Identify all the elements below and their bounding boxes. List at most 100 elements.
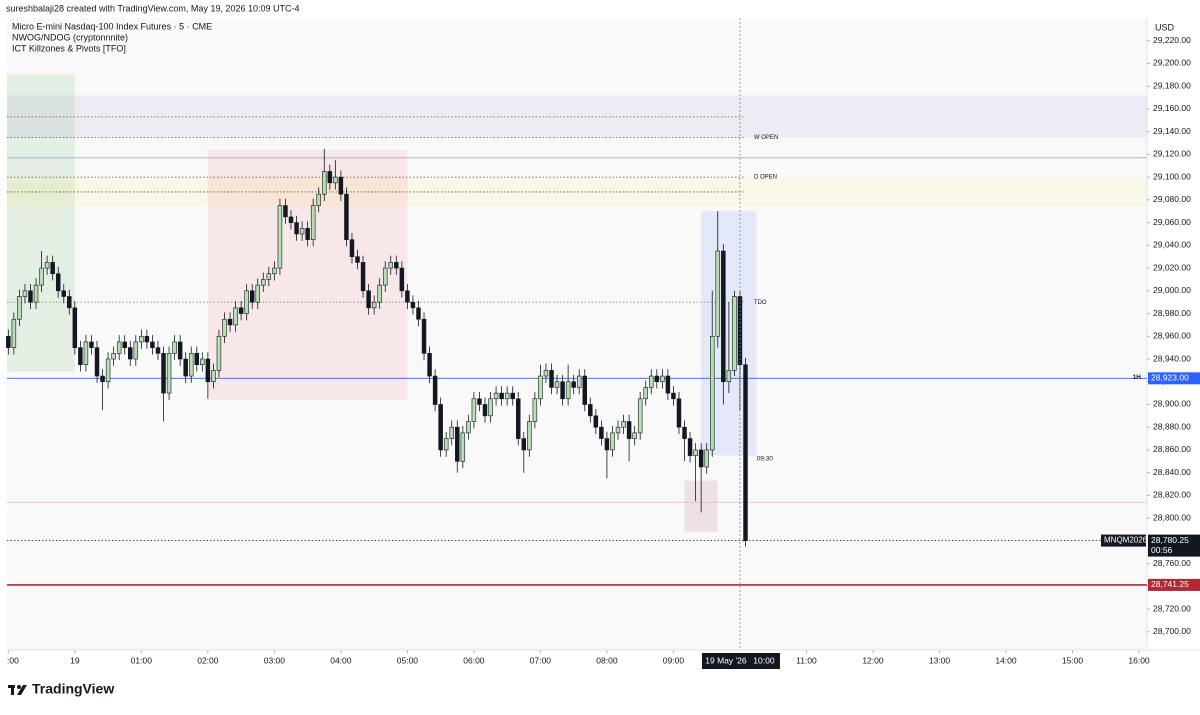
candle-body [150,341,155,348]
candle-body [521,438,527,451]
candle-body [582,375,587,405]
candle-body [338,176,344,195]
candle-body [443,438,449,451]
candle-body [166,353,172,394]
x-tick-label: 08:00 [596,655,618,665]
candle-body [715,250,721,337]
x-tick-label: 14:00 [995,655,1017,665]
candle-body [360,262,366,292]
y-tick-label: 28,760.00 [1153,558,1191,568]
y-tick-label: 28,960.00 [1153,331,1191,341]
candle-body [532,398,538,422]
candle-body [493,392,499,400]
candle-body [128,347,133,360]
candle-body [610,432,615,451]
candle-body [621,421,626,428]
candle-body [421,318,427,354]
level-name: D OPEN [754,175,777,181]
candle-body [660,375,665,383]
candle-body [704,449,709,468]
x-tick-label: 02:00 [197,655,219,665]
zone [207,149,408,400]
candle-body [344,193,349,240]
candle-body [249,290,255,303]
candle-body [488,398,493,417]
y-tick-label: 29,060.00 [1153,217,1191,227]
candle-body [327,171,333,184]
x-tick-label: 19 [70,655,80,665]
candle-body [222,318,227,337]
level-name: TDO [754,300,767,306]
level-price-label: 28,923.00 [1151,373,1189,383]
brand-logo [8,685,27,695]
candle-body [649,375,654,388]
candle-body [593,415,599,428]
x-tick-label: 13:00 [929,655,951,665]
candle-body [33,284,39,303]
candle-body [682,426,687,439]
y-tick-label: 29,140.00 [1153,126,1191,136]
candle-body [743,364,748,541]
candle-body [560,381,565,400]
candle-body [698,449,704,468]
candle-body [333,176,338,184]
y-tick-label: 29,000.00 [1153,285,1191,295]
candle-body [510,392,515,400]
candle-body [355,256,360,263]
candle-body [410,301,416,309]
candle-body [111,353,116,360]
candle-body [626,421,632,439]
candle-body [22,290,28,297]
candle-body [482,404,488,417]
candle-body [39,267,44,286]
candle-body [277,205,283,269]
last-price-label: 28,780.25 [1151,535,1189,545]
candle-body [233,307,238,326]
y-tick-label: 28,900.00 [1153,399,1191,409]
candle-body [255,284,260,303]
candle-body [599,426,604,439]
attribution: sureshbalaji28 created with TradingView.… [6,3,300,13]
crosshair-date: 19 May '26 [705,655,747,665]
candle-body [654,375,660,383]
candle-body [133,341,139,360]
y-tick-label: 28,980.00 [1153,308,1191,318]
chart-title: Micro E-mini Nasdaq-100 Index Futures · … [12,21,212,31]
candle-body [94,347,100,377]
candle-body [272,267,277,275]
candle-body [322,171,327,195]
candle-body [676,398,682,428]
candle-body [294,222,299,235]
candle-body [565,381,571,400]
candle-body [615,426,621,434]
candle-body [172,341,177,354]
candle-body [67,296,72,309]
zone [7,95,1147,138]
zone [7,177,1147,206]
indicator-name: ICT Killzones & Pivots [TFO] [12,43,126,53]
candle-body [632,432,637,439]
candle-body [17,296,22,320]
candle-body [55,273,61,292]
y-tick-label: 29,040.00 [1153,240,1191,250]
candle-body [455,426,460,462]
candle-body [28,290,33,303]
crosshair-time: 10:00 [753,655,775,665]
candle-body [466,421,471,434]
candle-body [261,279,266,286]
y-tick-label: 28,840.00 [1153,467,1191,477]
candle-body [238,307,244,314]
candle-body [576,375,582,388]
candle-body [366,290,371,309]
candle-body [305,227,310,240]
y-tick-label: 29,180.00 [1153,80,1191,90]
zone-label: 09:30 [757,455,774,462]
candle-body [155,347,161,354]
x-tick-label: 01:00 [131,655,153,665]
candle-body [72,307,78,348]
plot-area [7,18,1147,650]
candle-body [283,205,288,218]
candle-body [83,341,89,365]
x-tick-label: 06:00 [463,655,485,665]
